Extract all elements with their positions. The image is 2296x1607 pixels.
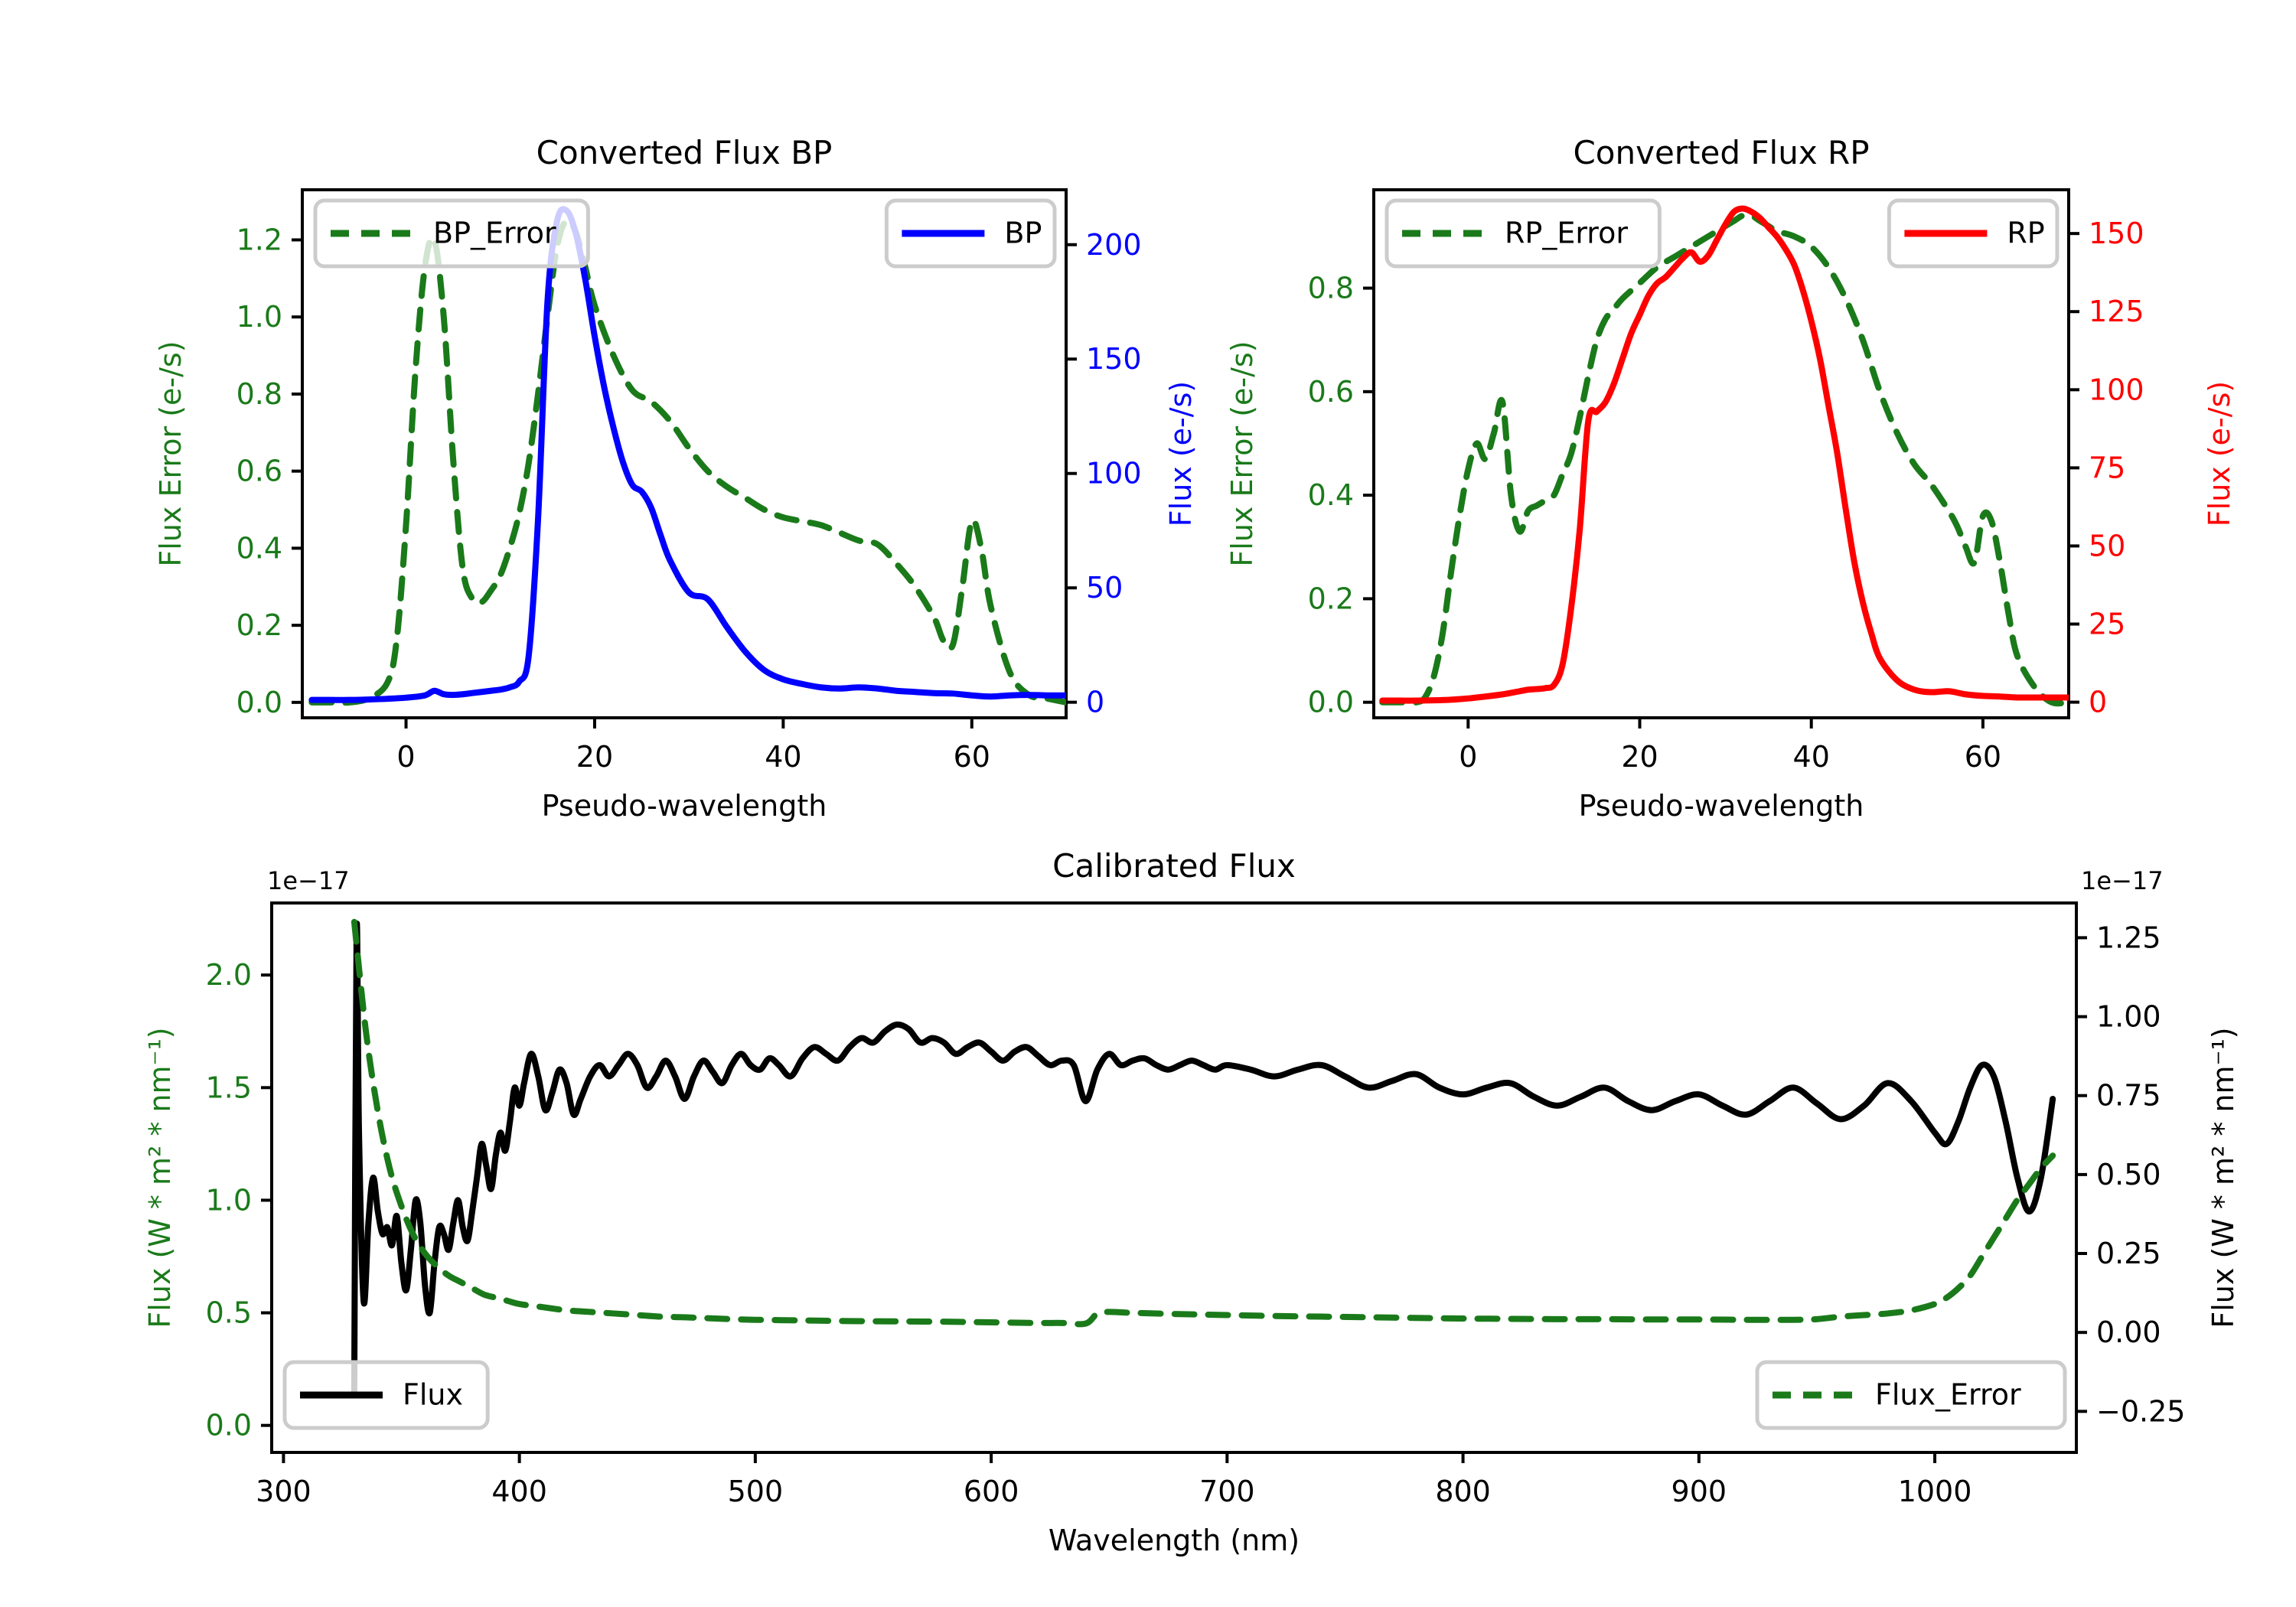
calibrated-ytick-left-label: 0.0 <box>206 1409 252 1442</box>
rp-panel: Converted Flux RP 0 20 40 60 Pseudo-wavelengt… <box>1225 134 2236 823</box>
calibrated-xtick-label: 600 <box>964 1475 1019 1508</box>
bp-curve-bp_error <box>308 217 1066 706</box>
calibrated-xaxis-label: Wavelength (nm) <box>1049 1524 1300 1557</box>
calibrated-xtick-label: 500 <box>728 1475 784 1508</box>
flux-error-legend-label: Flux_Error <box>1875 1378 2021 1412</box>
bp-error-legend[interactable]: BP_Error <box>313 198 590 269</box>
bp-xtick-label: 60 <box>954 740 990 774</box>
flux-legend[interactable]: Flux <box>282 1360 490 1430</box>
calibrated-ytick-right-label: 0.00 <box>2096 1315 2161 1349</box>
flux-legend-label: Flux <box>403 1378 463 1412</box>
rp-plot-frame <box>1372 188 2070 719</box>
bp-ytick-left-label: 1.0 <box>236 300 282 334</box>
calibrated-xtick-label: 700 <box>1199 1475 1255 1508</box>
rp-ytick-left-label: 0.0 <box>1308 686 1354 719</box>
rp-ytick-right-label: 50 <box>2089 529 2125 562</box>
calibrated-curve-flux <box>351 920 2056 1395</box>
bp-ytick-left-label: 0.0 <box>236 686 282 719</box>
rp-ytick-right-label: 100 <box>2089 373 2144 406</box>
calibrated-xtick-label: 900 <box>1671 1475 1727 1508</box>
calibrated-ytick-left-label: 0.5 <box>206 1296 252 1330</box>
rp-yaxis-right-label: Flux (e-/s) <box>2203 381 2236 526</box>
calibrated-plot-frame <box>270 901 2078 1454</box>
calibrated-ytick-left-label: 1.0 <box>206 1183 252 1217</box>
rp-legend-label: RP <box>2007 217 2044 250</box>
rp-ytick-left-label: 0.8 <box>1308 272 1354 305</box>
calibrated-yaxis-left-label: Flux (W * m² * nm⁻¹) <box>143 1027 177 1328</box>
rp-ytick-left-label: 0.4 <box>1308 478 1354 512</box>
bp-yaxis-left-label: Flux Error (e-/s) <box>154 341 188 566</box>
bp-ytick-right-label: 50 <box>1086 571 1123 605</box>
calibrated-curve-flux_error <box>351 918 2056 1328</box>
rp-ytick-right-label: 75 <box>2089 451 2125 484</box>
rp-error-legend-label: RP_Error <box>1505 217 1628 250</box>
calibrated-ytick-right-label: −0.25 <box>2096 1394 2185 1428</box>
bp-yaxis-right-label: Flux (e-/s) <box>1164 381 1198 526</box>
rp-ytick-right-label: 0 <box>2089 686 2107 719</box>
calibrated-offset-left: 1e−17 <box>267 866 350 895</box>
rp-ytick-right-label: 25 <box>2089 608 2125 641</box>
bp-xtick-label: 40 <box>765 740 801 774</box>
bp-ytick-right-label: 200 <box>1086 228 1142 262</box>
calibrated-ytick-right-label: 1.25 <box>2096 921 2161 954</box>
bp-ytick-right-label: 100 <box>1086 457 1142 491</box>
bp-legend[interactable]: BP <box>884 198 1057 269</box>
bp-title: Converted Flux BP <box>536 134 833 171</box>
calibrated-ytick-right-label: 0.25 <box>2096 1237 2161 1270</box>
calibrated-title: Calibrated Flux <box>1052 847 1296 885</box>
rp-error-legend-box <box>1384 198 1662 269</box>
flux-error-legend-box <box>1755 1360 2067 1430</box>
calibrated-ytick-right-label: 1.00 <box>2096 1000 2161 1034</box>
calibrated-xtick-label: 1000 <box>1898 1475 1972 1508</box>
calibrated-ytick-left-label: 1.5 <box>206 1071 252 1104</box>
bp-ytick-left-label: 0.4 <box>236 531 282 565</box>
calibrated-panel: Calibrated Flux 300 400 500 600 700 800 900 1000… <box>143 847 2240 1557</box>
flux-legend-box <box>282 1360 490 1430</box>
bp-error-legend-label: BP_Error <box>433 217 556 250</box>
calibrated-xtick-label: 300 <box>256 1475 311 1508</box>
bp-plot-frame <box>301 188 1068 719</box>
calibrated-xtick-label: 400 <box>491 1475 547 1508</box>
rp-ytick-right-label: 125 <box>2089 295 2144 328</box>
rp-curve-rp_error <box>1379 211 2069 707</box>
bp-ytick-left-label: 0.8 <box>236 377 282 411</box>
calibrated-offset-right: 1e−17 <box>2081 866 2164 895</box>
rp-curve-rp <box>1379 205 2069 704</box>
rp-legend[interactable]: RP <box>1887 198 2060 269</box>
calibrated-ytick-right-label: 0.50 <box>2096 1158 2161 1191</box>
calibrated-yaxis-right-label: Flux (W * m² * nm⁻¹) <box>2206 1027 2240 1328</box>
rp-title: Converted Flux RP <box>1573 134 1869 171</box>
rp-ytick-left-label: 0.2 <box>1308 582 1354 615</box>
calibrated-ytick-left-label: 2.0 <box>206 958 252 992</box>
rp-ytick-left-label: 0.6 <box>1308 375 1354 409</box>
bp-curve-bp <box>308 206 1066 703</box>
rp-xtick-label: 20 <box>1621 740 1658 774</box>
rp-ytick-right-label: 150 <box>2089 217 2144 250</box>
bp-xaxis-label: Pseudo-wavelength <box>542 789 827 823</box>
bp-ytick-left-label: 1.2 <box>236 223 282 256</box>
bp-ytick-right-label: 0 <box>1086 686 1104 719</box>
rp-xtick-label: 40 <box>1793 740 1830 774</box>
bp-xtick-label: 0 <box>396 740 415 774</box>
rp-error-legend[interactable]: RP_Error <box>1384 198 1662 269</box>
flux-error-legend[interactable]: Flux_Error <box>1755 1360 2067 1430</box>
bp-error-legend-box <box>313 198 590 269</box>
bp-ytick-right-label: 150 <box>1086 342 1142 376</box>
bp-xtick-label: 20 <box>576 740 613 774</box>
calibrated-ytick-right-label: 0.75 <box>2096 1079 2161 1113</box>
bp-panel: Converted Flux BP 0 20 40 60 Pseudo-wavelengt… <box>154 134 1198 823</box>
rp-xtick-label: 60 <box>1965 740 2001 774</box>
rp-xtick-label: 0 <box>1459 740 1477 774</box>
calibrated-xtick-label: 800 <box>1435 1475 1491 1508</box>
bp-ytick-left-label: 0.2 <box>236 608 282 642</box>
rp-yaxis-left-label: Flux Error (e-/s) <box>1225 341 1259 566</box>
rp-xaxis-label: Pseudo-wavelength <box>1579 789 1864 823</box>
bp-legend-label: BP <box>1004 217 1042 250</box>
bp-ytick-left-label: 0.6 <box>236 455 282 488</box>
